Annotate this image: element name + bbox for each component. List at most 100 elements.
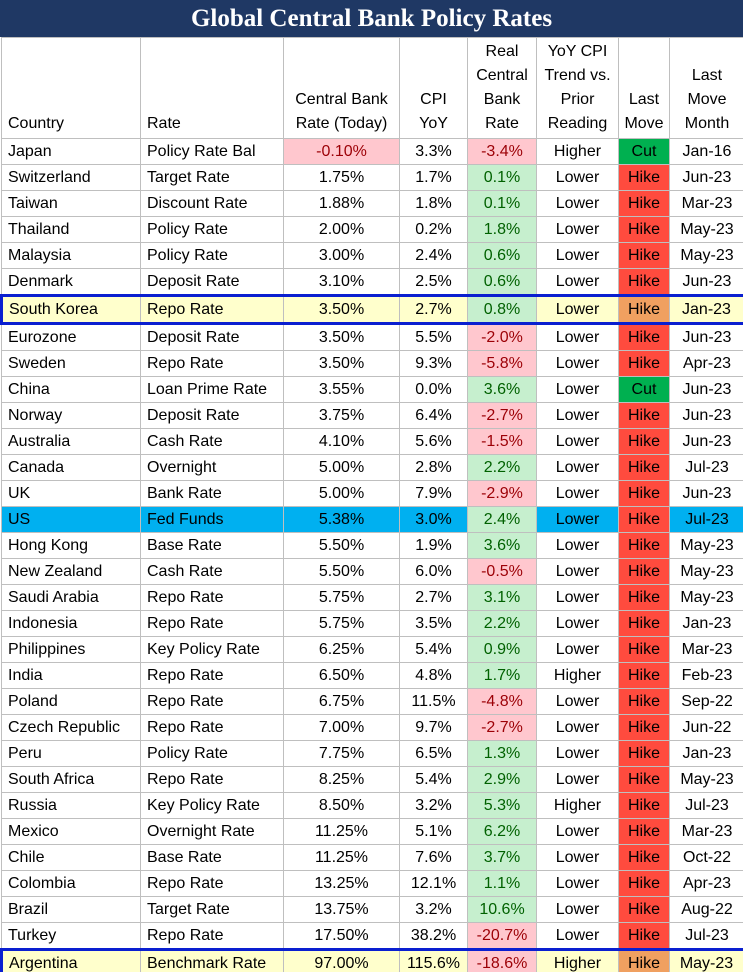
- table-cell: Czech Republic: [1, 714, 141, 741]
- table-cell: Lower: [536, 480, 619, 507]
- table-cell: Mar-23: [669, 818, 743, 845]
- table-cell: UK: [1, 480, 141, 507]
- table-cell: 3.50%: [283, 350, 400, 377]
- column-header: Last Move Month: [669, 37, 743, 139]
- table-cell: Switzerland: [1, 164, 141, 191]
- table-cell: Hike: [618, 688, 670, 715]
- table-row: Sweden Repo Rate 3.50% 9.3% -5.8% Lower Hike Ap…: [1, 350, 743, 377]
- table-cell: Thailand: [1, 216, 141, 243]
- table-cell: 4.10%: [283, 428, 400, 455]
- table-cell: Saudi Arabia: [1, 584, 141, 611]
- table-cell: Policy Rate: [140, 242, 284, 269]
- table-cell: 8.25%: [283, 766, 400, 793]
- table-cell: May-23: [669, 532, 743, 559]
- table-cell: 0.1%: [467, 164, 537, 191]
- table-cell: Jul-23: [669, 922, 743, 950]
- table-cell: China: [1, 376, 141, 403]
- table-cell: Repo Rate: [140, 714, 284, 741]
- column-header: Rate: [140, 37, 284, 139]
- table-cell: Lower: [536, 714, 619, 741]
- table-cell: -2.7%: [467, 714, 537, 741]
- table-cell: 9.7%: [399, 714, 468, 741]
- table-cell: Poland: [1, 688, 141, 715]
- table-cell: 3.10%: [283, 268, 400, 296]
- table-cell: Hike: [618, 402, 670, 429]
- table-cell: Higher: [536, 662, 619, 689]
- table-cell: Oct-22: [669, 844, 743, 871]
- table-row: Colombia Repo Rate 13.25% 12.1% 1.1% Lower Hik…: [1, 870, 743, 897]
- table-cell: -0.5%: [467, 558, 537, 585]
- table-cell: 4.8%: [399, 662, 468, 689]
- table-cell: Lower: [536, 216, 619, 243]
- table-cell: -3.4%: [467, 138, 537, 165]
- table-cell: Jun-23: [669, 402, 743, 429]
- table-cell: Malaysia: [1, 242, 141, 269]
- table-cell: 3.1%: [467, 584, 537, 611]
- table-cell: 0.1%: [467, 190, 537, 217]
- table-cell: Lower: [536, 896, 619, 923]
- table-cell: 3.50%: [283, 323, 400, 351]
- table-cell: May-23: [669, 584, 743, 611]
- table-cell: Peru: [1, 740, 141, 767]
- table-cell: Hike: [618, 350, 670, 377]
- table-cell: Hike: [618, 896, 670, 923]
- table-cell: 1.8%: [399, 190, 468, 217]
- table-cell: 6.50%: [283, 662, 400, 689]
- table-cell: 1.3%: [467, 740, 537, 767]
- table-cell: 1.1%: [467, 870, 537, 897]
- table-cell: Repo Rate: [140, 766, 284, 793]
- table-cell: Lower: [536, 818, 619, 845]
- column-header: Last Move: [618, 37, 670, 139]
- table-cell: Hike: [618, 610, 670, 637]
- table-cell: Discount Rate: [140, 190, 284, 217]
- table-cell: 6.5%: [399, 740, 468, 767]
- table-cell: 0.8%: [467, 294, 537, 325]
- table-cell: -2.0%: [467, 323, 537, 351]
- table-cell: Lower: [536, 766, 619, 793]
- table-cell: Key Policy Rate: [140, 636, 284, 663]
- table-cell: Philippines: [1, 636, 141, 663]
- table-cell: Feb-23: [669, 662, 743, 689]
- table-cell: 7.75%: [283, 740, 400, 767]
- table-cell: Hike: [618, 323, 670, 351]
- table-cell: 5.00%: [283, 480, 400, 507]
- table-cell: -0.10%: [283, 138, 400, 165]
- table-cell: Jan-23: [669, 294, 743, 325]
- table-cell: 0.6%: [467, 268, 537, 296]
- table-cell: Deposit Rate: [140, 402, 284, 429]
- table-cell: US: [1, 506, 141, 533]
- table-cell: Lower: [536, 506, 619, 533]
- table-row: Chile Base Rate 11.25% 7.6% 3.7% Lower Hike Oct…: [1, 844, 743, 871]
- table-cell: Jun-23: [669, 323, 743, 351]
- table-row: Hong Kong Base Rate 5.50% 1.9% 3.6% Lower Hike…: [1, 532, 743, 559]
- table-cell: 3.6%: [467, 376, 537, 403]
- table-cell: Lower: [536, 350, 619, 377]
- table-cell: -5.8%: [467, 350, 537, 377]
- table-cell: Sep-22: [669, 688, 743, 715]
- table-cell: South Africa: [1, 766, 141, 793]
- column-header: YoY CPI Trend vs. Prior Reading: [536, 37, 619, 139]
- table-cell: Repo Rate: [140, 922, 284, 950]
- table-cell: New Zealand: [1, 558, 141, 585]
- table-cell: Hike: [618, 506, 670, 533]
- table-cell: Lower: [536, 610, 619, 637]
- table-cell: Lower: [536, 164, 619, 191]
- table-cell: 0.2%: [399, 216, 468, 243]
- table-cell: Hike: [618, 584, 670, 611]
- table-cell: 5.00%: [283, 454, 400, 481]
- table-cell: Lower: [536, 323, 619, 351]
- table-cell: 3.00%: [283, 242, 400, 269]
- table-cell: 2.2%: [467, 610, 537, 637]
- table-cell: Lower: [536, 428, 619, 455]
- table-cell: 1.8%: [467, 216, 537, 243]
- table-cell: May-23: [669, 766, 743, 793]
- table-cell: Hike: [618, 268, 670, 296]
- table-cell: Overnight Rate: [140, 818, 284, 845]
- table-cell: Jul-23: [669, 506, 743, 533]
- table-cell: Hike: [618, 294, 670, 325]
- table-cell: 11.5%: [399, 688, 468, 715]
- table-cell: Australia: [1, 428, 141, 455]
- table-cell: 10.6%: [467, 896, 537, 923]
- table-cell: Jun-22: [669, 714, 743, 741]
- table-cell: Repo Rate: [140, 294, 284, 325]
